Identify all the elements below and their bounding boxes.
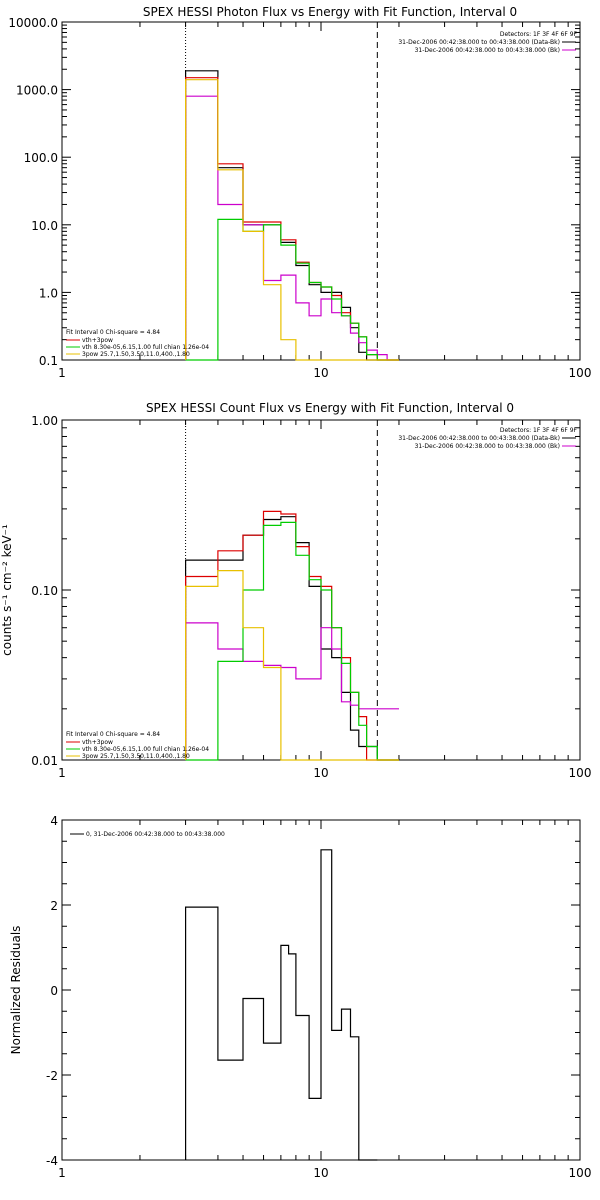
count-flux-title: SPEX HESSI Count Flux vs Energy with Fit… (146, 401, 514, 415)
photon-flux-legend-bk: 31-Dec-2006 00:42:38.000 to 00:43:38.000… (415, 47, 560, 54)
photon-flux-y-tick-label: 10000.0 (8, 16, 58, 30)
count-flux-x-tick-label: 10 (313, 766, 328, 780)
count-flux-y-tick-label: 0.01 (31, 754, 58, 768)
residuals-x-tick-label: 10 (313, 1166, 328, 1180)
photon-flux-ticks: 1 10 100 0.1 1.0 10.0 100.0 1000.0 10000.0 (8, 16, 591, 380)
count-flux-ticks: 1 10 100 0.01 0.10 1.00 (31, 414, 591, 780)
photon-flux-y-tick-label: 10.0 (31, 219, 58, 233)
residuals-y-tick-label: 4 (50, 814, 58, 828)
count-flux-series-vth-3pow (185, 510, 399, 761)
photon-flux-legend-vth: vth 8.30e-05,6.15,1.00 full chian 1.26e-… (82, 344, 209, 351)
photon-flux-fit-interval: Fit Interval 0 Chi-square = 4.84 (66, 329, 160, 336)
count-flux-legend-top-right: Detectors: 1F 3F 4F 6F 9F 31-Dec-2006 00… (398, 427, 577, 450)
photon-flux-legend-3pow: 3pow 25.7,1.50,3.50,11.0,400.,1.80 (82, 351, 190, 358)
photon-flux-y-tick-label: 100.0 (24, 151, 58, 165)
count-flux-legend-3pow: 3pow 25.7,1.50,3.50,11.0,400.,1.80 (82, 753, 190, 760)
count-flux-ylabel: counts s⁻¹ cm⁻² keV⁻¹ (0, 524, 14, 656)
residuals-series (185, 849, 378, 1161)
residuals-x-tick-label: 100 (569, 1166, 592, 1180)
count-flux-series-3pow (185, 570, 399, 761)
count-flux-legend-data-bk: 31-Dec-2006 00:42:38.000 to 00:43:38.000… (398, 435, 560, 442)
photon-flux-legend-top-right: Detectors: 1F 3F 4F 6F 9F 31-Dec-2006 00… (398, 31, 577, 54)
residuals-legend: 0, 31-Dec-2006 00:42:38.000 to 00:43:38.… (70, 831, 225, 838)
count-flux-x-tick-label: 1 (58, 766, 66, 780)
residuals-x-tick-label: 1 (58, 1166, 66, 1180)
count-flux-legend-bk: 31-Dec-2006 00:42:38.000 to 00:43:38.000… (415, 443, 560, 450)
count-flux-legend-vth: vth 8.30e-05,6.15,1.00 full chian 1.26e-… (82, 746, 209, 753)
photon-flux-y-tick-label: 1.0 (39, 286, 58, 300)
photon-flux-x-tick-label: 1 (58, 366, 66, 380)
count-flux-detectors-label: Detectors: 1F 3F 4F 6F 9F (500, 427, 578, 434)
photon-flux-series (185, 70, 399, 361)
residuals-y-tick-label: 2 (50, 899, 58, 913)
photon-flux-legend-vth3pow: vth+3pow (82, 337, 113, 344)
residuals-panel: Normalized Residuals 1 10 100 -4 -2 0 2 4 0, 31… (9, 814, 591, 1180)
count-flux-x-tick-label: 100 (569, 766, 592, 780)
residuals-y-tick-label: 0 (50, 984, 58, 998)
photon-flux-y-tick-label: 0.1 (39, 354, 58, 368)
count-flux-fit-interval: Fit Interval 0 Chi-square = 4.84 (66, 731, 160, 738)
photon-flux-detectors-label: Detectors: 1F 3F 4F 6F 9F (500, 31, 578, 38)
photon-flux-x-tick-label: 10 (313, 366, 328, 380)
count-flux-y-tick-label: 0.10 (31, 584, 58, 598)
count-flux-panel: SPEX HESSI Count Flux vs Energy with Fit… (0, 401, 591, 780)
residuals-y-tick-label: -2 (46, 1069, 58, 1083)
residuals-ticks: 1 10 100 -4 -2 0 2 4 (46, 814, 591, 1180)
count-flux-legend-bottom-left: Fit Interval 0 Chi-square = 4.84 vth+3po… (66, 731, 209, 760)
count-flux-series-vth (185, 521, 399, 761)
residuals-y-tick-label: -4 (46, 1154, 58, 1168)
residuals-series-0-31-dec-2006-00-42-38-000-to-00-43-38-000 (185, 849, 378, 1161)
count-flux-series (185, 510, 399, 761)
photon-flux-legend-data-bk: 31-Dec-2006 00:42:38.000 to 00:43:38.000… (398, 39, 560, 46)
photon-flux-legend-bottom-left: Fit Interval 0 Chi-square = 4.84 vth+3po… (66, 329, 209, 358)
photon-flux-y-tick-label: 1000.0 (16, 84, 58, 98)
photon-flux-x-tick-label: 100 (569, 366, 592, 380)
residuals-ylabel: Normalized Residuals (9, 926, 23, 1055)
photon-flux-title: SPEX HESSI Photon Flux vs Energy with Fi… (143, 5, 517, 19)
count-flux-legend-vth3pow: vth+3pow (82, 739, 113, 746)
residuals-legend-label: 0, 31-Dec-2006 00:42:38.000 to 00:43:38.… (86, 831, 225, 838)
photon-flux-series-3pow (185, 79, 399, 361)
count-flux-reference-lines (185, 420, 378, 760)
photon-flux-panel: SPEX HESSI Photon Flux vs Energy with Fi… (8, 5, 591, 380)
count-flux-y-tick-label: 1.00 (31, 414, 58, 428)
